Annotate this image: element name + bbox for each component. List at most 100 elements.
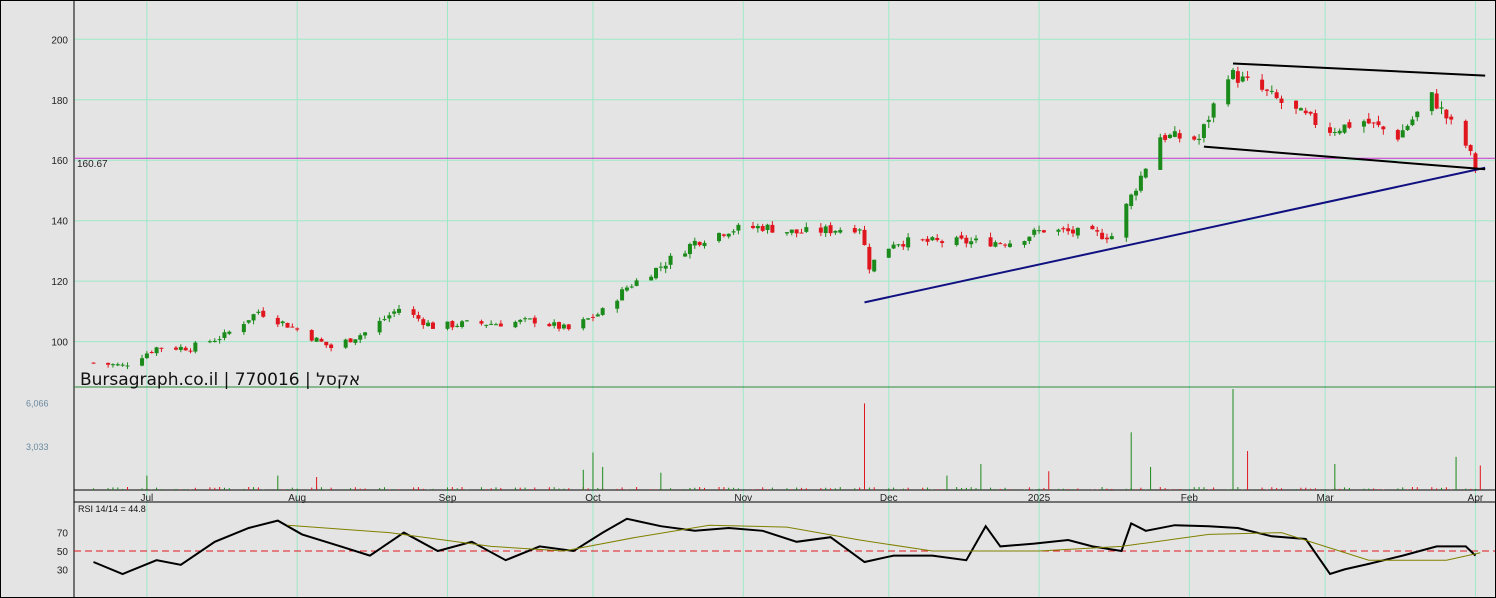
candle-body: [940, 241, 945, 243]
candle-body: [1100, 232, 1105, 240]
candle-body: [1473, 153, 1478, 169]
candle-body: [862, 229, 867, 246]
candle-body: [1037, 230, 1042, 232]
candle-body: [1444, 109, 1449, 119]
candle-body: [188, 350, 193, 352]
candle-body: [687, 244, 692, 255]
volume-panel: [93, 389, 1481, 490]
rsi-tick-label: 50: [57, 547, 69, 558]
candle-body: [833, 230, 838, 233]
candle-body: [1342, 124, 1347, 133]
candle-body: [872, 259, 877, 272]
candle-body: [1003, 244, 1008, 246]
candle-body: [600, 308, 605, 315]
x-tick-label: Nov: [734, 493, 752, 504]
candle-body: [523, 318, 528, 320]
candle-body: [91, 362, 96, 364]
candle-body: [1347, 122, 1352, 128]
candle-body: [1240, 76, 1245, 82]
candle-body: [649, 276, 654, 281]
rsi-label: RSI 14/14 = 44.8: [78, 504, 146, 514]
candle-body: [1410, 119, 1415, 126]
candle-body: [1361, 121, 1366, 127]
candle-body: [1463, 120, 1468, 146]
candle-body: [207, 341, 212, 343]
candle-body: [527, 318, 532, 320]
candle-body: [280, 321, 285, 324]
candle-body: [479, 321, 484, 324]
volume-tick-label: 3,033: [26, 442, 49, 452]
x-tick-label: Sep: [439, 493, 457, 504]
candle-body: [1061, 228, 1066, 230]
candle-body: [959, 235, 964, 239]
candle-body: [731, 231, 736, 233]
candle-body: [998, 243, 1003, 245]
candle-body: [590, 316, 595, 318]
candle-body: [1405, 125, 1410, 131]
candle-body: [838, 230, 843, 233]
rsi-tick-label: 70: [57, 529, 69, 540]
candle-body: [1434, 93, 1439, 109]
y-tick-label: 140: [51, 217, 68, 228]
candle-body: [1226, 79, 1231, 105]
candle-body: [1376, 121, 1381, 126]
candle-body: [736, 224, 741, 231]
candle-body: [552, 322, 557, 326]
candle-body: [498, 323, 503, 327]
candle-body: [1192, 136, 1197, 140]
candle-body: [1172, 131, 1177, 137]
candle-body: [906, 237, 911, 248]
candle-body: [1235, 71, 1240, 83]
candle-body: [1163, 135, 1168, 140]
candle-body: [974, 238, 979, 241]
candle-body: [692, 240, 697, 246]
candle-body: [353, 339, 358, 343]
watermark: Bursagraph.co.il | 770016 | אקסל: [80, 370, 360, 390]
candle-body: [295, 328, 300, 330]
candle-body: [125, 365, 130, 367]
candle-body: [212, 340, 217, 343]
y-tick-label: 120: [51, 277, 68, 288]
candle-body: [964, 237, 969, 244]
x-tick-label: Feb: [1181, 493, 1199, 504]
candle-body: [1167, 134, 1172, 138]
candle-body: [241, 324, 246, 333]
candle-body: [935, 237, 940, 241]
candle-body: [586, 318, 591, 320]
candle-body: [455, 325, 460, 327]
candle-body: [149, 352, 154, 354]
level-label: 160.67: [77, 159, 108, 170]
candle-body: [1264, 89, 1269, 91]
trendline: [1232, 62, 1486, 77]
candle-body: [784, 232, 789, 234]
candle-body: [925, 238, 930, 242]
candle-body: [1041, 230, 1046, 233]
candle-body: [450, 321, 455, 328]
x-tick-label: Jul: [140, 493, 153, 504]
candle-body: [430, 322, 435, 329]
candle-body: [1429, 92, 1434, 112]
candle-body: [1303, 110, 1308, 114]
candle-body: [557, 322, 562, 329]
candle-body: [1245, 76, 1250, 78]
candle-body: [1337, 130, 1342, 134]
candle-body: [256, 311, 261, 313]
candle-body: [770, 224, 775, 233]
candle-body: [891, 244, 896, 249]
candle-body: [1332, 132, 1337, 134]
candle-body: [290, 326, 295, 328]
candle-body: [1468, 145, 1473, 152]
candle-body: [532, 317, 537, 324]
candle-body: [828, 225, 833, 234]
candle-body: [717, 232, 722, 242]
candle-body: [426, 322, 431, 327]
candle-body: [1022, 241, 1027, 245]
price-panel: [74, 62, 1495, 370]
candle-body: [397, 308, 402, 313]
candle-body: [760, 225, 765, 231]
candle-body: [513, 321, 518, 328]
candle-body: [314, 337, 319, 342]
candle-body: [489, 323, 494, 325]
candle-body: [178, 346, 183, 350]
candle-body: [896, 244, 901, 246]
